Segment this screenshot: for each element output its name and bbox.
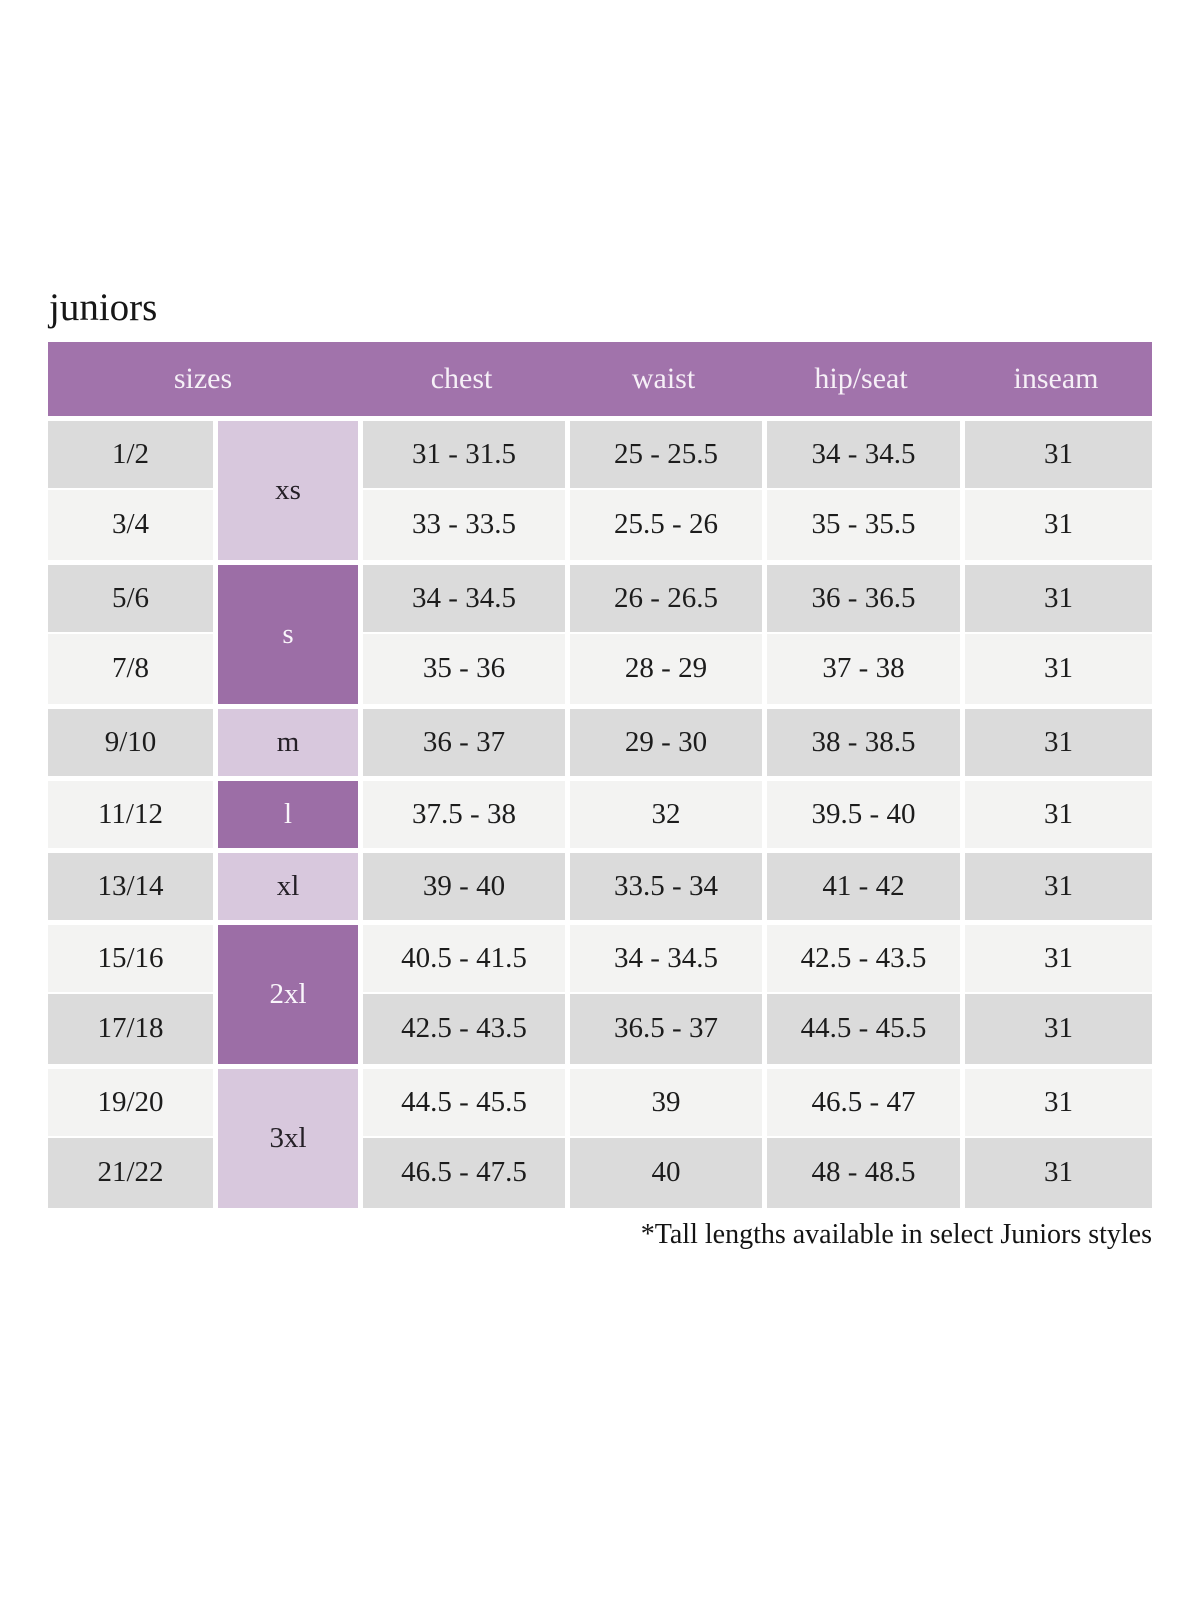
- size-letter-cell: 3xl: [213, 1063, 359, 1208]
- page-title: juniors: [49, 286, 158, 329]
- hip-seat-cell: 39.5 - 40: [762, 775, 961, 848]
- waist-cell: 34 - 34.5: [565, 919, 763, 992]
- table-row: 5/6 s 34 - 34.5 26 - 26.5 36 - 36.5 31: [48, 559, 1153, 704]
- chest-cell: 31 - 31.5: [358, 415, 566, 488]
- chest-cell: 35 - 36: [358, 631, 566, 704]
- size-number-cell: 3/4: [48, 487, 213, 560]
- waist-cell: 39: [565, 1063, 763, 1136]
- size-letter-cell: xs: [213, 415, 359, 560]
- chest-cell: 40.5 - 41.5: [358, 919, 566, 992]
- hip-seat-cell: 44.5 - 45.5: [762, 991, 961, 1064]
- hip-seat-cell: 37 - 38: [762, 631, 961, 704]
- header-sizes: sizes: [48, 341, 359, 416]
- table-row: 11/12 l 37.5 - 38 32 39.5 - 40 31: [48, 775, 1153, 848]
- chest-cell: 37.5 - 38: [358, 775, 566, 848]
- hip-seat-cell: 38 - 38.5: [762, 703, 961, 776]
- hip-seat-cell: 34 - 34.5: [762, 415, 961, 488]
- inseam-cell: 31: [960, 1135, 1153, 1208]
- table-row: 19/20 3xl 44.5 - 45.5 39 46.5 - 47 31: [48, 1063, 1153, 1208]
- size-number-cell: 11/12: [48, 775, 213, 848]
- waist-cell: 32: [565, 775, 763, 848]
- chest-cell: 44.5 - 45.5: [358, 1063, 566, 1136]
- page-container: juniors sizes chest waist hip/seat insea…: [48, 286, 1153, 1250]
- table-header-row: sizes chest waist hip/seat inseam: [48, 341, 1153, 416]
- waist-cell: 40: [565, 1135, 763, 1208]
- hip-seat-cell: 36 - 36.5: [762, 559, 961, 632]
- table-row: 3/4 33 - 33.5 25.5 - 26 35 - 35.5 31: [48, 487, 1153, 560]
- header-hip-seat: hip/seat: [762, 341, 961, 416]
- waist-cell: 33.5 - 34: [565, 847, 763, 920]
- chest-cell: 46.5 - 47.5: [358, 1135, 566, 1208]
- size-number-cell: 17/18: [48, 991, 213, 1064]
- size-number-cell: 19/20: [48, 1063, 213, 1136]
- inseam-cell: 31: [960, 559, 1153, 632]
- size-letter-cell: m: [213, 703, 359, 776]
- size-letter-cell: 2xl: [213, 919, 359, 1064]
- hip-seat-cell: 48 - 48.5: [762, 1135, 961, 1208]
- inseam-cell: 31: [960, 415, 1153, 488]
- chest-cell: 42.5 - 43.5: [358, 991, 566, 1064]
- table-row: 17/18 42.5 - 43.5 36.5 - 37 44.5 - 45.5 31: [48, 991, 1153, 1064]
- waist-cell: 28 - 29: [565, 631, 763, 704]
- inseam-cell: 31: [960, 775, 1153, 848]
- size-letter-cell: l: [213, 775, 359, 848]
- table-row: 9/10 m 36 - 37 29 - 30 38 - 38.5 31: [48, 703, 1153, 776]
- waist-cell: 29 - 30: [565, 703, 763, 776]
- table-row: 1/2 xs 31 - 31.5 25 - 25.5 34 - 34.5 31: [48, 415, 1153, 560]
- table-row: 7/8 35 - 36 28 - 29 37 - 38 31: [48, 631, 1153, 704]
- header-waist: waist: [565, 341, 763, 416]
- hip-seat-cell: 41 - 42: [762, 847, 961, 920]
- inseam-cell: 31: [960, 487, 1153, 560]
- inseam-cell: 31: [960, 1063, 1153, 1136]
- hip-seat-cell: 46.5 - 47: [762, 1063, 961, 1136]
- size-number-cell: 1/2: [48, 415, 213, 488]
- header-chest: chest: [358, 341, 566, 416]
- size-number-cell: 13/14: [48, 847, 213, 920]
- inseam-cell: 31: [960, 847, 1153, 920]
- footnote: *Tall lengths available in select Junior…: [640, 1218, 1152, 1250]
- waist-cell: 36.5 - 37: [565, 991, 763, 1064]
- inseam-cell: 31: [960, 991, 1153, 1064]
- header-inseam: inseam: [960, 341, 1153, 416]
- chest-cell: 34 - 34.5: [358, 559, 566, 632]
- size-letter-cell: s: [213, 559, 359, 704]
- size-letter-cell: xl: [213, 847, 359, 920]
- hip-seat-cell: 42.5 - 43.5: [762, 919, 961, 992]
- table-row: 13/14 xl 39 - 40 33.5 - 34 41 - 42 31: [48, 847, 1153, 920]
- waist-cell: 25 - 25.5: [565, 415, 763, 488]
- table-row: 15/16 2xl 40.5 - 41.5 34 - 34.5 42.5 - 43.5 3…: [48, 919, 1153, 1064]
- size-number-cell: 7/8: [48, 631, 213, 704]
- waist-cell: 26 - 26.5: [565, 559, 763, 632]
- inseam-cell: 31: [960, 631, 1153, 704]
- size-number-cell: 5/6: [48, 559, 213, 632]
- inseam-cell: 31: [960, 703, 1153, 776]
- chest-cell: 39 - 40: [358, 847, 566, 920]
- chest-cell: 36 - 37: [358, 703, 566, 776]
- table-row: 21/22 46.5 - 47.5 40 48 - 48.5 31: [48, 1135, 1153, 1208]
- size-number-cell: 21/22: [48, 1135, 213, 1208]
- waist-cell: 25.5 - 26: [565, 487, 763, 560]
- chest-cell: 33 - 33.5: [358, 487, 566, 560]
- size-table-body: 1/2 xs 31 - 31.5 25 - 25.5 34 - 34.5 31 3/4 33 …: [48, 415, 1153, 1208]
- juniors-size-table: sizes chest waist hip/seat inseam 1/2 xs 3…: [48, 341, 1153, 1208]
- size-number-cell: 9/10: [48, 703, 213, 776]
- hip-seat-cell: 35 - 35.5: [762, 487, 961, 560]
- size-number-cell: 15/16: [48, 919, 213, 992]
- inseam-cell: 31: [960, 919, 1153, 992]
